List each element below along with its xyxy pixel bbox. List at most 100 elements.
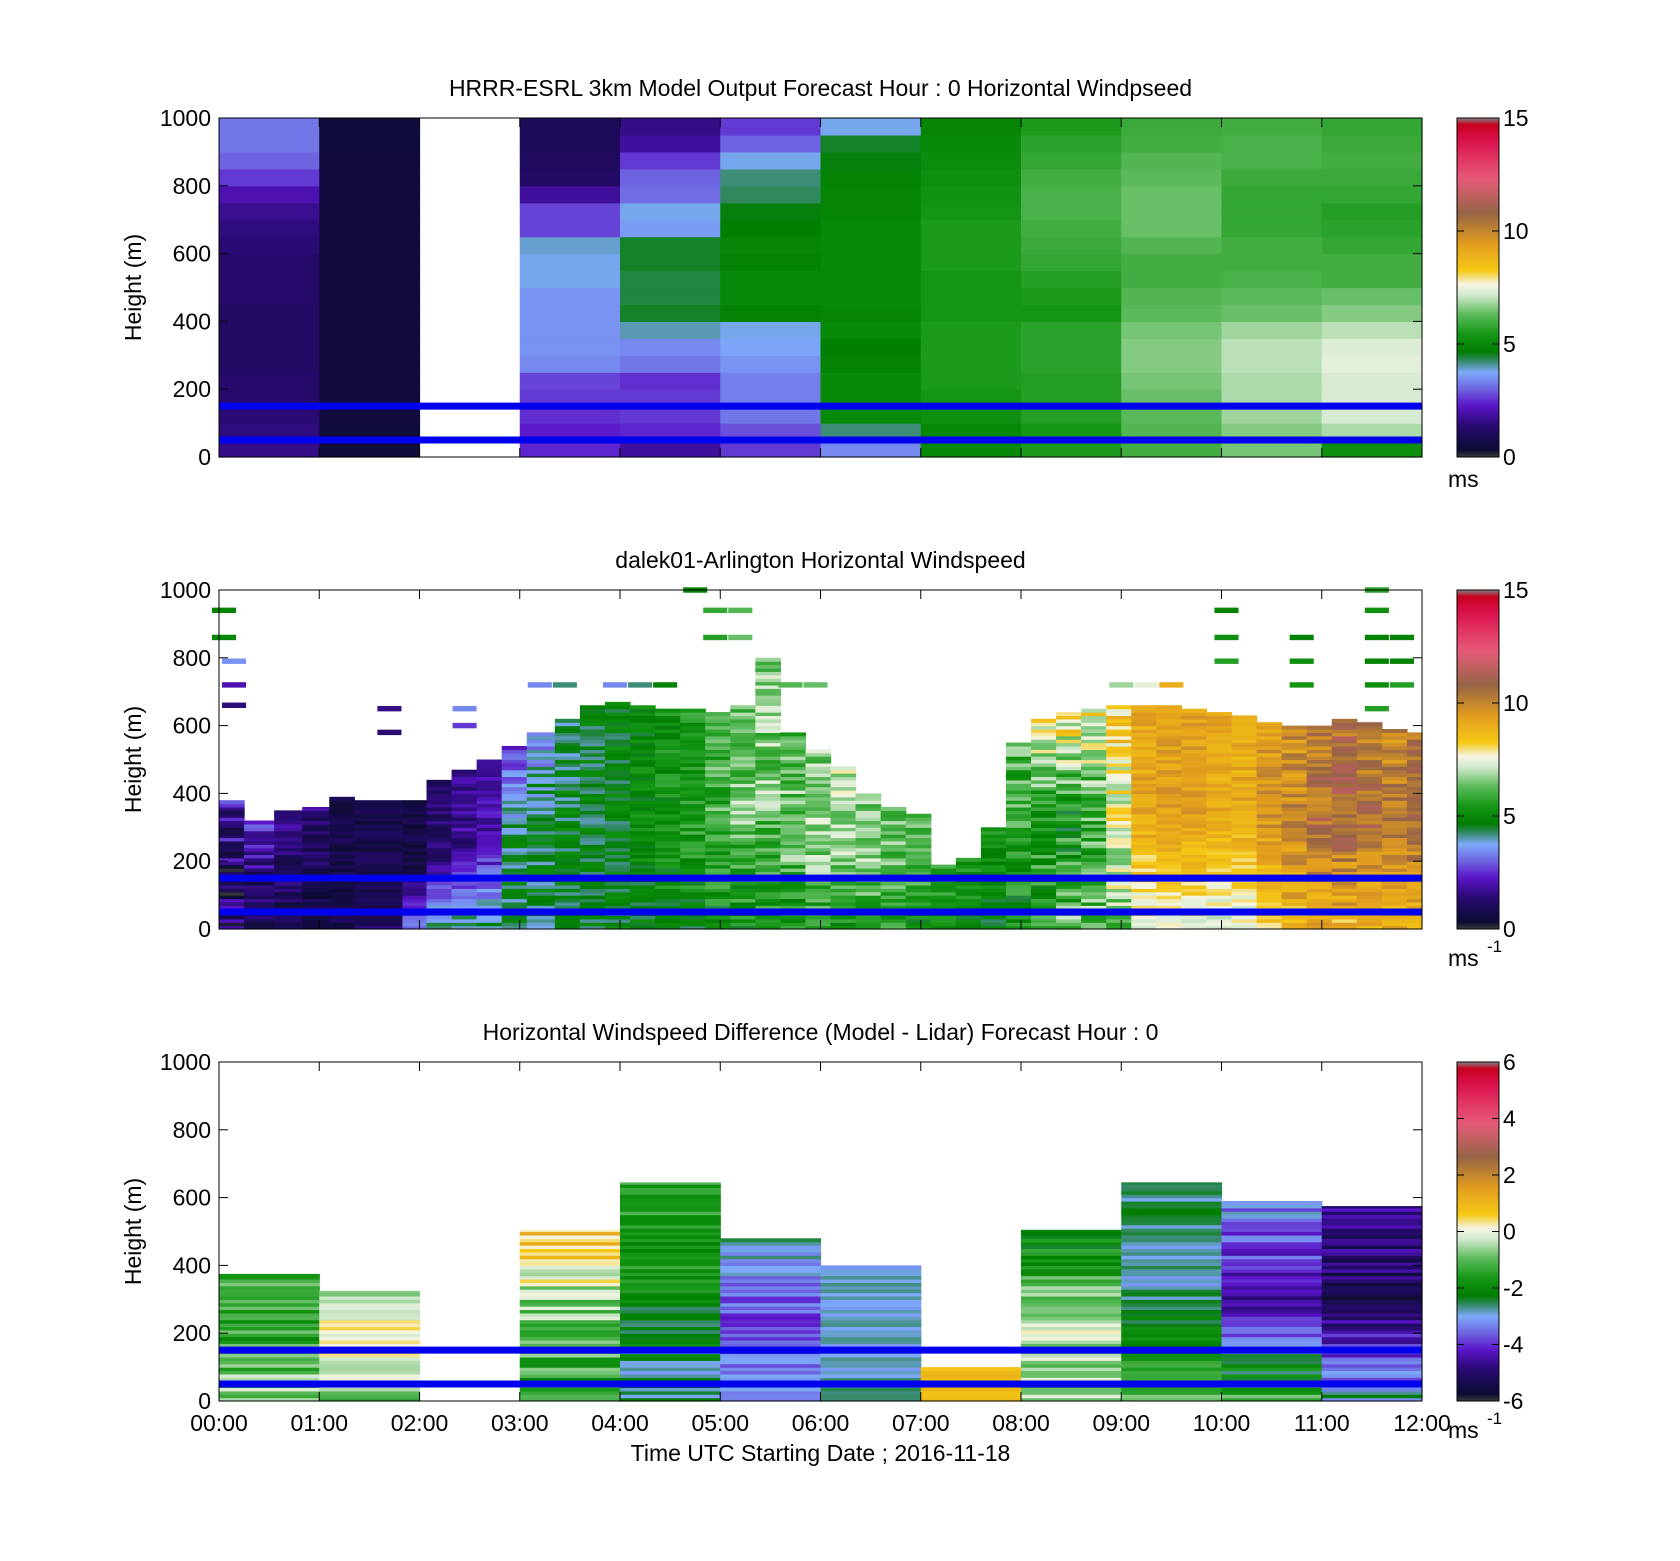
heatmap-cell xyxy=(604,881,631,886)
heatmap-cell xyxy=(1356,800,1383,805)
heatmap-cell xyxy=(655,844,681,849)
heatmap-cell xyxy=(1181,722,1208,727)
heatmap-cell xyxy=(655,759,681,764)
heatmap-cell xyxy=(720,338,822,356)
heatmap-cell xyxy=(402,851,428,856)
heatmap-cell xyxy=(451,918,478,923)
heatmap-cell xyxy=(755,834,781,839)
heatmap-cell xyxy=(451,895,478,900)
heatmap-cell xyxy=(1021,1343,1122,1348)
heatmap-cell xyxy=(519,1329,621,1334)
heatmap-cell xyxy=(329,884,355,889)
heatmap-cell xyxy=(730,847,756,852)
heatmap-cell xyxy=(620,1329,721,1334)
heatmap-cell xyxy=(1005,837,1032,842)
heatmap-cell xyxy=(1021,253,1122,272)
heatmap-cell xyxy=(805,925,832,930)
heatmap-cell xyxy=(1381,820,1408,825)
heatmap-cell xyxy=(1281,895,1308,900)
heatmap-cell xyxy=(1081,806,1107,811)
heatmap-cell xyxy=(1181,725,1208,730)
heatmap-cell xyxy=(579,888,606,893)
heatmap-cell xyxy=(1106,769,1132,774)
heatmap-cell xyxy=(920,185,1022,204)
heatmap-cell xyxy=(1306,840,1333,845)
heatmap-cell xyxy=(501,884,528,889)
heatmap-cell xyxy=(620,321,721,339)
heatmap-cell xyxy=(1281,742,1308,747)
heatmap-cell xyxy=(1031,783,1057,788)
heatmap-cell xyxy=(1406,776,1423,781)
heatmap-cell xyxy=(1081,790,1107,794)
heatmap-cell xyxy=(219,287,320,306)
heatmap-cell xyxy=(451,867,478,872)
heatmap-cell xyxy=(880,867,907,872)
heatmap-cell xyxy=(905,857,932,862)
heatmap-cell xyxy=(219,1343,320,1348)
heatmap-cell xyxy=(1321,185,1423,204)
heatmap-cell xyxy=(519,1251,621,1256)
heatmap-cell xyxy=(1021,168,1122,187)
heatmap-cell xyxy=(519,1312,621,1317)
heatmap-cell xyxy=(426,884,453,889)
heatmap-cell xyxy=(720,202,822,221)
heatmap-cell xyxy=(579,810,606,815)
heatmap-cell xyxy=(1056,905,1082,910)
heatmap-cell xyxy=(1331,776,1358,781)
heatmap-cell xyxy=(1056,728,1082,733)
heatmap-cell xyxy=(274,891,303,896)
heatmap-cell xyxy=(579,715,606,720)
heatmap-cell xyxy=(302,827,330,832)
heatmap-cell xyxy=(302,867,330,872)
heatmap-cell xyxy=(1381,867,1408,872)
heatmap-cell xyxy=(219,844,245,849)
heatmap-cell xyxy=(1121,1370,1223,1375)
heatmap-cell xyxy=(426,779,453,784)
heatmap-cell xyxy=(730,732,756,737)
heatmap-cell xyxy=(1021,1336,1122,1341)
heatmap-cell xyxy=(604,749,631,754)
heatmap-cell xyxy=(720,1302,822,1307)
heatmap-cell xyxy=(501,820,528,825)
heatmap-cell xyxy=(402,834,428,839)
heatmap-cell xyxy=(1081,891,1107,896)
heatmap-cell xyxy=(655,742,681,747)
heatmap-cell xyxy=(1081,776,1107,781)
heatmap-cell xyxy=(1021,1356,1122,1361)
heatmap-cell xyxy=(1356,905,1383,910)
heatmap-cell xyxy=(1056,803,1082,808)
heatmap-cell xyxy=(554,854,581,859)
sparse-segment xyxy=(1214,607,1239,614)
heatmap-cell xyxy=(244,867,275,872)
heatmap-cell xyxy=(1106,803,1132,808)
heatmap-cell xyxy=(451,830,478,835)
heatmap-cell xyxy=(1306,827,1333,832)
heatmap-cell xyxy=(630,745,656,750)
heatmap-cell xyxy=(705,810,731,815)
heatmap-cell xyxy=(1221,406,1323,424)
heatmap-cell xyxy=(1356,898,1383,903)
heatmap-cell xyxy=(955,898,982,903)
heatmap-cell xyxy=(319,1306,421,1311)
heatmap-cell xyxy=(1106,884,1132,889)
heatmap-cell xyxy=(1381,800,1408,805)
heatmap-cell xyxy=(1256,881,1283,886)
heatmap-cell xyxy=(730,793,756,798)
heatmap-cell xyxy=(519,253,621,272)
heatmap-cell xyxy=(780,749,807,754)
heatmap-cell xyxy=(805,837,832,842)
heatmap-cell xyxy=(1081,922,1107,927)
heatmap-cell xyxy=(1005,830,1032,835)
heatmap-cell xyxy=(579,905,606,910)
heatmap-cell xyxy=(680,840,706,845)
heatmap-cell xyxy=(1206,918,1233,923)
heatmap-cell xyxy=(219,1390,320,1395)
heatmap-cell xyxy=(680,837,706,842)
heatmap-cell xyxy=(604,776,631,781)
heatmap-cell xyxy=(630,884,656,889)
heatmap-cell xyxy=(630,752,656,757)
heatmap-cell xyxy=(830,851,857,856)
heatmap-cell xyxy=(930,871,957,876)
heatmap-cell xyxy=(501,918,528,923)
heatmap-cell xyxy=(219,270,320,289)
